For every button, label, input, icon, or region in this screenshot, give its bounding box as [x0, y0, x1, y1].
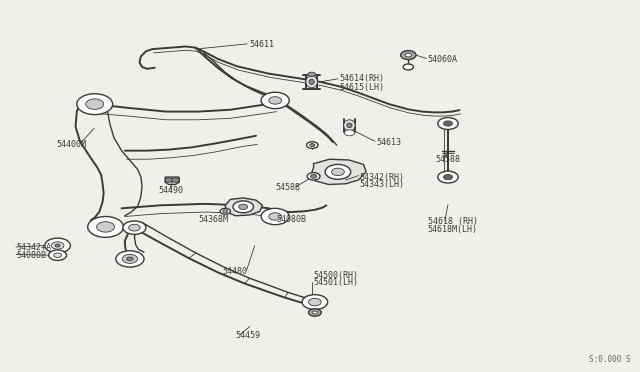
Text: 54588: 54588	[275, 183, 300, 192]
Circle shape	[172, 178, 179, 182]
Circle shape	[325, 164, 351, 179]
Circle shape	[310, 144, 315, 147]
Circle shape	[49, 250, 67, 260]
Circle shape	[45, 238, 70, 253]
Circle shape	[344, 130, 355, 136]
Ellipse shape	[306, 76, 317, 88]
Circle shape	[165, 178, 173, 182]
Text: 54080B: 54080B	[276, 215, 307, 224]
Circle shape	[269, 97, 282, 104]
Circle shape	[444, 174, 452, 180]
Text: 54480: 54480	[223, 267, 248, 276]
Polygon shape	[225, 198, 262, 216]
Circle shape	[307, 173, 320, 180]
Circle shape	[220, 208, 230, 214]
Circle shape	[88, 217, 124, 237]
Circle shape	[55, 244, 60, 247]
Text: 54500(RH): 54500(RH)	[314, 271, 358, 280]
Text: 54613: 54613	[376, 138, 401, 147]
Ellipse shape	[347, 123, 352, 128]
Circle shape	[302, 295, 328, 310]
Circle shape	[308, 298, 321, 306]
Circle shape	[97, 222, 115, 232]
Text: 54618 (RH): 54618 (RH)	[428, 217, 477, 226]
Text: 54342+A: 54342+A	[16, 243, 51, 252]
Circle shape	[401, 51, 416, 60]
Circle shape	[310, 174, 317, 178]
Circle shape	[77, 94, 113, 115]
Circle shape	[438, 118, 458, 129]
Circle shape	[308, 72, 316, 77]
Text: 54342(RH): 54342(RH)	[360, 173, 404, 182]
Text: 54588: 54588	[435, 155, 460, 164]
Text: 54614(RH): 54614(RH)	[339, 74, 384, 83]
Circle shape	[438, 171, 458, 183]
Text: 54060A: 54060A	[428, 55, 458, 64]
Text: 54615(LH): 54615(LH)	[339, 83, 384, 92]
Circle shape	[123, 221, 146, 234]
Circle shape	[116, 251, 144, 267]
Circle shape	[54, 253, 61, 257]
Polygon shape	[165, 177, 179, 185]
Circle shape	[129, 224, 140, 231]
Circle shape	[332, 168, 344, 176]
Circle shape	[403, 64, 413, 70]
Circle shape	[269, 213, 282, 220]
Circle shape	[239, 204, 248, 209]
Text: S:0.000 S: S:0.000 S	[589, 355, 630, 364]
Text: 54400M: 54400M	[56, 140, 86, 149]
Circle shape	[307, 142, 318, 148]
Circle shape	[127, 257, 133, 261]
Ellipse shape	[344, 120, 355, 131]
Text: 54501(LH): 54501(LH)	[314, 278, 358, 287]
Circle shape	[223, 210, 228, 213]
Circle shape	[444, 121, 452, 126]
Text: 54459: 54459	[236, 331, 260, 340]
Text: 54368M: 54368M	[198, 215, 228, 224]
Ellipse shape	[309, 79, 314, 84]
Circle shape	[312, 311, 317, 314]
Text: 54490: 54490	[159, 186, 184, 195]
Circle shape	[233, 201, 253, 213]
Text: 54611: 54611	[250, 40, 275, 49]
Circle shape	[308, 309, 321, 316]
Text: 54343(LH): 54343(LH)	[360, 180, 404, 189]
Text: 54618M(LH): 54618M(LH)	[428, 225, 477, 234]
Circle shape	[122, 254, 138, 263]
Circle shape	[51, 242, 64, 249]
Text: 54080B: 54080B	[16, 251, 46, 260]
Circle shape	[261, 208, 289, 225]
Circle shape	[405, 53, 412, 57]
Circle shape	[86, 99, 104, 109]
Polygon shape	[311, 159, 366, 185]
Circle shape	[261, 92, 289, 109]
